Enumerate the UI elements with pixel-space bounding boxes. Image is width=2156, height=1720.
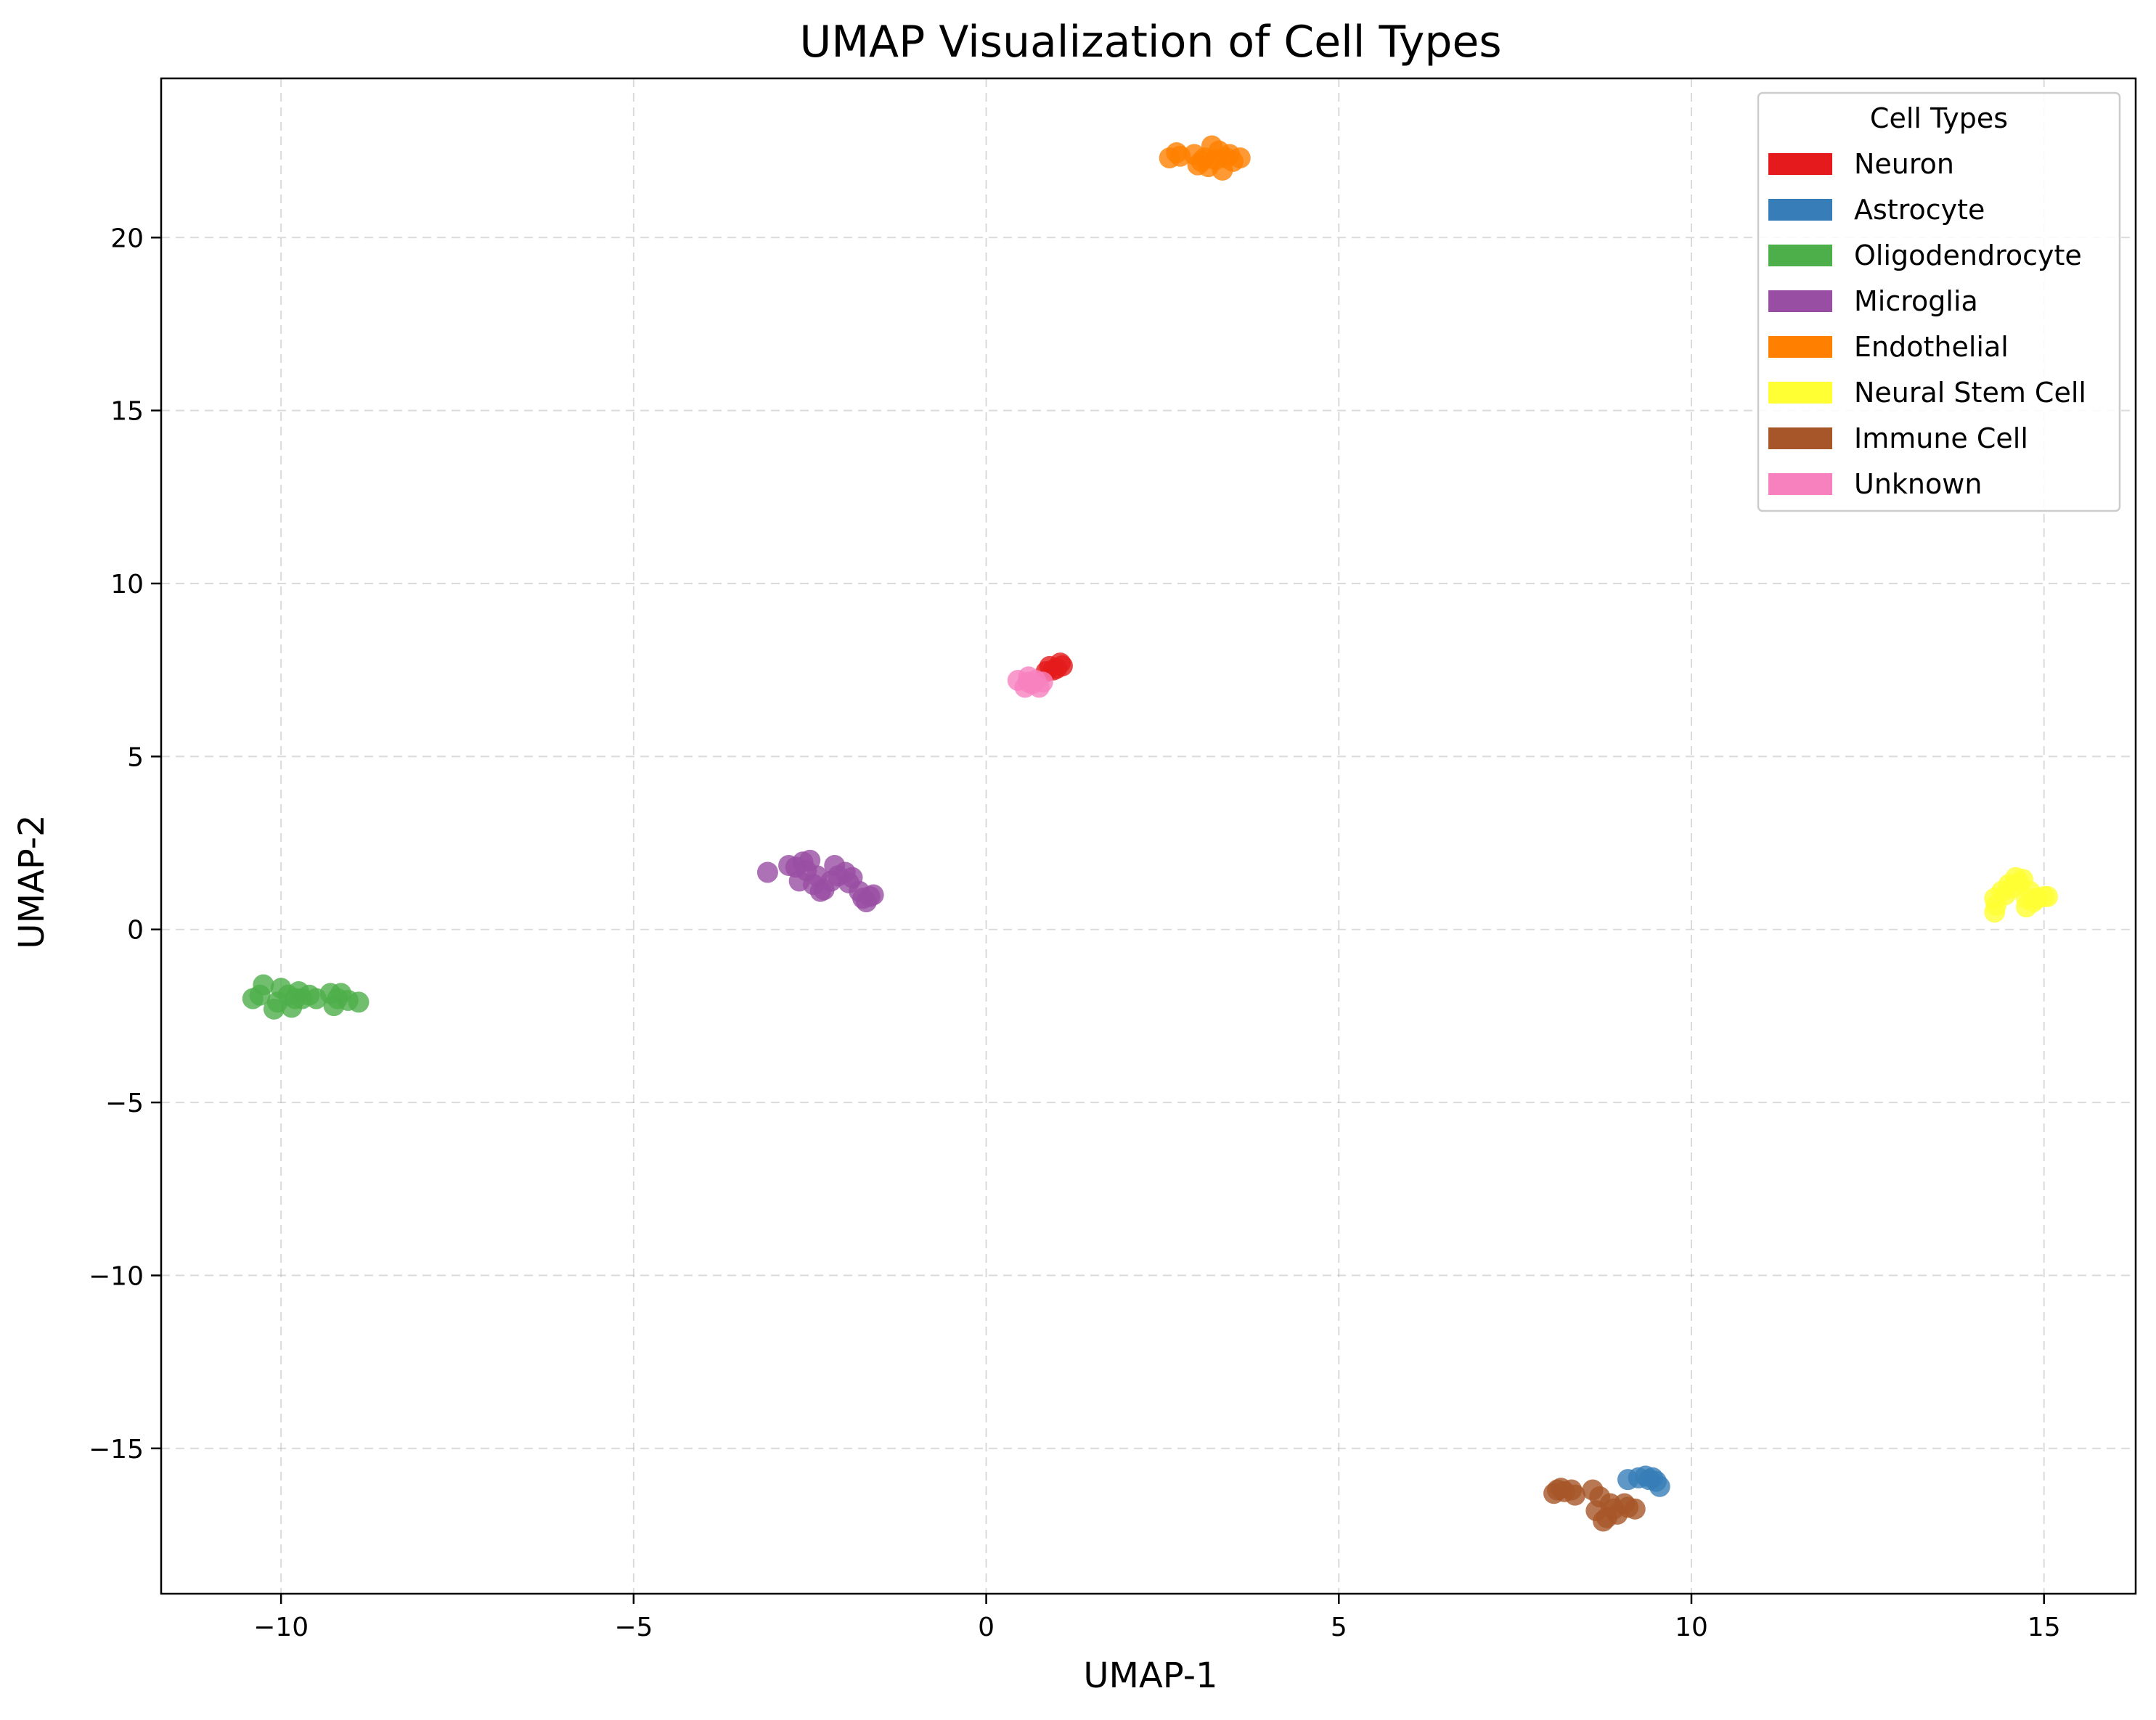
scatter-point — [1564, 1484, 1586, 1506]
legend-label: Astrocyte — [1854, 194, 1985, 226]
scatter-point — [1051, 655, 1073, 676]
legend-swatch — [1768, 153, 1832, 175]
axis-ticks: −10 −5 0 5 10 15 −15 −10 −5 0 5 10 15 20 — [89, 224, 2061, 1642]
legend-swatch — [1768, 245, 1832, 266]
scatter-point — [253, 974, 274, 996]
y-axis-label: UMAP-2 — [12, 814, 52, 949]
scatter-point — [1603, 1498, 1625, 1520]
scatter-point — [1229, 147, 1251, 169]
legend-swatch — [1768, 290, 1832, 312]
scatter-point — [2037, 885, 2059, 907]
series-oligodendrocyte — [242, 974, 369, 1020]
y-tick-label: 5 — [127, 742, 144, 772]
x-tick-label: 5 — [1331, 1613, 1347, 1642]
legend-label: Oligodendrocyte — [1854, 239, 2082, 271]
y-tick-label: −5 — [105, 1089, 144, 1118]
legend-swatch — [1768, 427, 1832, 449]
legend-label: Immune Cell — [1854, 422, 2028, 454]
legend-swatch — [1768, 382, 1832, 404]
series-unknown — [1007, 666, 1053, 698]
y-tick-label: 15 — [110, 397, 144, 427]
scatter-point — [756, 861, 778, 883]
scatter-point — [2015, 896, 2037, 918]
series-immune-cell — [1543, 1478, 1646, 1532]
legend-label: Microglia — [1854, 285, 1978, 317]
x-tick-label: 0 — [978, 1613, 995, 1642]
series-microglia — [756, 849, 884, 913]
y-tick-label: 10 — [110, 570, 144, 599]
legend-title: Cell Types — [1870, 102, 2008, 134]
y-tick-label: 0 — [127, 916, 144, 946]
x-tick-label: −5 — [614, 1613, 653, 1642]
scatter-point — [1018, 671, 1040, 693]
x-tick-label: 10 — [1675, 1613, 1708, 1642]
y-tick-label: −10 — [89, 1261, 144, 1291]
y-tick-label: −15 — [89, 1435, 144, 1465]
legend: Cell Types Neuron Astrocyte Oligodendrocyt… — [1757, 91, 2121, 512]
legend-swatch — [1768, 199, 1832, 221]
x-tick-label: −10 — [253, 1613, 309, 1642]
series-endothelial — [1159, 135, 1251, 181]
x-tick-label: 15 — [2028, 1613, 2061, 1642]
scatter-point — [1624, 1498, 1646, 1520]
scatter-point — [852, 888, 874, 909]
legend-label: Endothelial — [1854, 331, 2009, 363]
legend-swatch — [1768, 473, 1832, 495]
scatter-point — [1638, 1469, 1660, 1491]
legend-label: Neuron — [1854, 148, 1954, 180]
legend-items: Neuron Astrocyte Oligodendrocyte Microglia E… — [1768, 148, 2086, 500]
x-axis-label: UMAP-1 — [1083, 1655, 1217, 1696]
legend-box — [1757, 91, 2121, 512]
series-astrocyte — [1617, 1465, 1670, 1497]
legend-swatch — [1768, 336, 1832, 358]
y-tick-label: 20 — [110, 224, 144, 253]
series-neural-stem-cell — [1984, 867, 2059, 923]
legend-label: Unknown — [1854, 468, 1982, 500]
chart-title: UMAP Visualization of Cell Types — [799, 17, 1501, 67]
scatter-point — [1204, 149, 1226, 171]
plot-frame — [160, 77, 2137, 1595]
scatter-point — [348, 991, 369, 1013]
legend-label: Neural Stem Cell — [1854, 377, 2086, 409]
scatter-points — [242, 135, 2059, 1532]
